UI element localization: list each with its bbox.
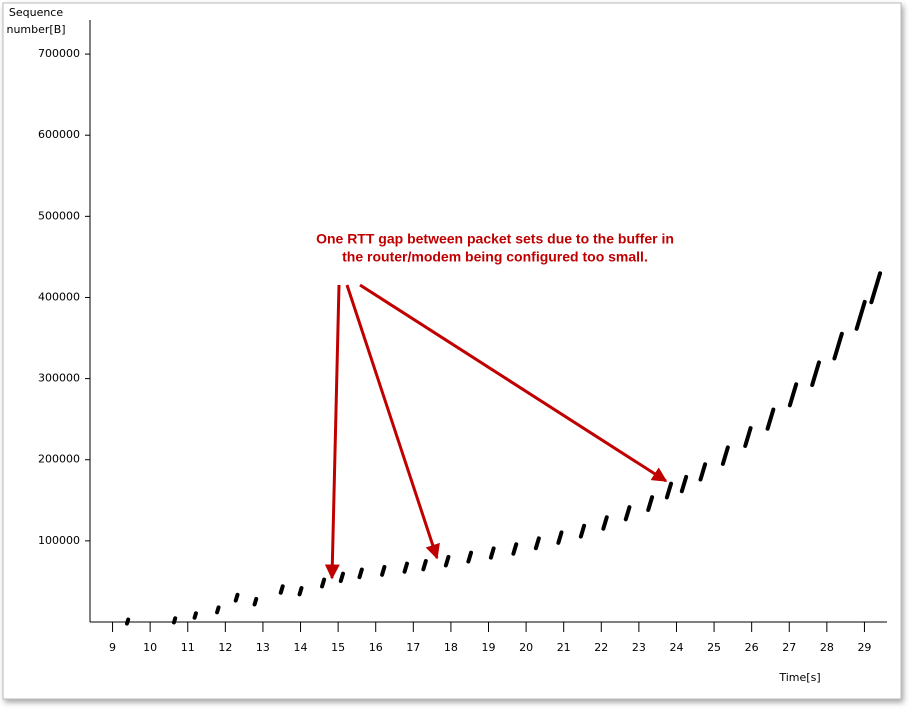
x-tick-label: 26 [745,641,759,654]
y-tick-label: 500000 [38,209,80,222]
packet-burst [854,299,867,331]
packet-burst [720,445,730,466]
packet-burst [698,462,708,482]
x-tick-label: 15 [331,641,345,654]
packet-burst [215,605,221,615]
y-tick-label: 200000 [38,453,80,466]
packet-burst [402,561,410,574]
packet-burst [601,515,609,531]
packet-burst [380,564,387,577]
arrow [345,284,440,560]
x-tick-label: 21 [557,641,571,654]
y-axis-label: number[B] [6,23,65,36]
packet-burst [556,530,564,545]
frame [2,2,902,700]
packet-burst [124,617,131,626]
packet-burst [443,554,451,568]
packet-burst [192,611,198,620]
y-tick-label: 700000 [38,47,80,60]
x-tick-label: 18 [444,641,458,654]
x-tick-label: 16 [369,641,383,654]
x-tick-label: 25 [707,641,721,654]
x-tick-label: 23 [632,641,646,654]
packet-burst [765,407,776,431]
packet-burst [869,271,883,305]
x-tick-label: 13 [256,641,270,654]
packet-burst [171,616,178,625]
packet-burst [832,331,844,361]
packet-burst [278,584,285,595]
packet-burst [466,550,474,564]
x-tick-label: 24 [669,641,683,654]
x-tick-label: 9 [109,641,116,654]
packet-burst [357,567,364,580]
packet-burst [488,546,496,560]
packet-burst [679,474,689,494]
packet-burst [810,360,821,388]
x-tick-label: 29 [857,641,871,654]
x-tick-label: 14 [294,641,308,654]
x-tick-label: 11 [181,641,195,654]
packet-burst [743,426,753,448]
packet-burst [252,596,259,607]
x-tick-label: 19 [482,641,496,654]
x-tick-label: 27 [782,641,796,654]
arrow [359,283,668,483]
packet-burst [511,542,519,556]
packet-burst [297,586,304,597]
packet-burst [338,571,345,584]
packet-burst [578,523,587,539]
packet-burst [623,505,632,522]
packet-burst [421,559,428,572]
x-axis-label: Time[s] [778,671,820,684]
y-tick-label: 100000 [38,534,80,547]
x-tick-label: 10 [143,641,157,654]
arrow [324,284,341,580]
x-tick-label: 22 [594,641,608,654]
packet-burst [320,577,327,589]
y-tick-label: 400000 [38,290,80,303]
packet-burst [646,495,655,512]
y-tick-label: 600000 [38,128,80,141]
x-tick-label: 17 [406,641,420,654]
packet-burst [233,592,240,603]
packet-burst [533,536,541,551]
y-tick-label: 300000 [38,372,80,385]
x-tick-label: 28 [820,641,834,654]
x-tick-label: 20 [519,641,533,654]
annotation-arrows [324,283,668,580]
x-tick-label: 12 [218,641,232,654]
packet-burst [664,481,674,500]
y-axis-label: Sequence [9,6,63,19]
annotation: One RTT gap between packet sets due to t… [316,231,674,247]
annotation: the router/modem being configured too sm… [342,249,648,265]
packet-burst [787,382,799,408]
